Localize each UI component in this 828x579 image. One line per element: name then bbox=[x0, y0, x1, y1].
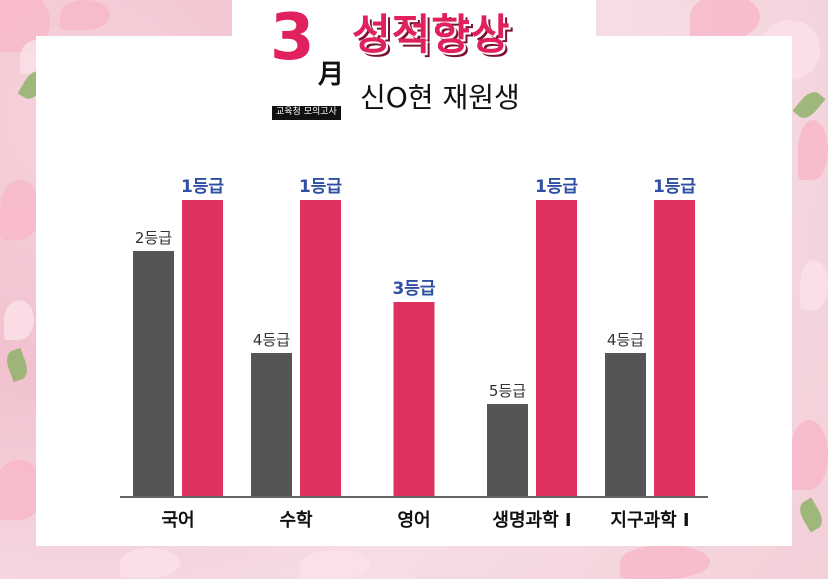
blossom-petal-decoration bbox=[0, 180, 40, 240]
bar-label-before: 2등급 bbox=[135, 229, 172, 247]
bar-label-before: 4등급 bbox=[253, 331, 290, 349]
category-label: 국어 bbox=[161, 510, 194, 531]
headline-title: 성적향상 bbox=[352, 10, 511, 59]
bar-before bbox=[251, 353, 292, 496]
bar-label-after: 1등급 bbox=[535, 177, 578, 197]
blossom-petal-decoration bbox=[60, 0, 110, 30]
bar-after bbox=[182, 200, 223, 496]
bar-after bbox=[300, 200, 341, 496]
bar-label-after: 1등급 bbox=[653, 177, 696, 197]
bar-after bbox=[393, 302, 435, 496]
month-character: 月 bbox=[318, 60, 345, 90]
bar-after bbox=[536, 200, 577, 496]
bar-label-after: 3등급 bbox=[392, 279, 435, 299]
blossom-petal-decoration bbox=[120, 548, 180, 578]
category-label: 지구과학 I bbox=[610, 509, 689, 531]
header-panel bbox=[232, 0, 596, 125]
bar-label-before: 5등급 bbox=[489, 382, 526, 400]
bar-before bbox=[605, 353, 646, 496]
bar-label-after: 1등급 bbox=[181, 177, 224, 197]
category-label: 생명과학 I bbox=[492, 509, 571, 531]
bar-before bbox=[487, 404, 528, 496]
exam-type-badge: 교육청 모의고사 bbox=[272, 106, 341, 120]
blossom-petal-decoration bbox=[620, 545, 710, 579]
blossom-petal-decoration bbox=[798, 120, 828, 180]
bar-label-before: 4등급 bbox=[607, 331, 644, 349]
blossom-petal-decoration bbox=[800, 260, 828, 310]
blossom-petal-decoration bbox=[4, 300, 34, 340]
month-number: 3 bbox=[270, 1, 315, 75]
category-label: 수학 bbox=[279, 509, 313, 531]
category-label: 영어 bbox=[397, 510, 430, 531]
blossom-petal-decoration bbox=[690, 0, 760, 40]
bar-label-after: 1등급 bbox=[299, 177, 342, 197]
blossom-petal-decoration bbox=[300, 550, 370, 579]
student-name: 신O현 재원생 bbox=[360, 81, 520, 114]
blossom-petal-decoration bbox=[790, 420, 828, 490]
bar-after bbox=[654, 200, 695, 496]
bar-before bbox=[133, 251, 174, 496]
